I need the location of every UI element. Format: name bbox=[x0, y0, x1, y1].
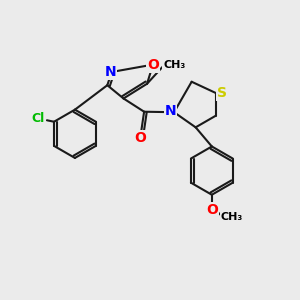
Text: O: O bbox=[206, 203, 218, 217]
Text: N: N bbox=[104, 65, 116, 79]
Text: S: S bbox=[217, 86, 227, 100]
Text: N: N bbox=[165, 104, 176, 118]
Text: O: O bbox=[147, 58, 159, 72]
Text: Cl: Cl bbox=[32, 112, 45, 125]
Text: O: O bbox=[134, 131, 146, 145]
Text: CH₃: CH₃ bbox=[220, 212, 243, 222]
Text: CH₃: CH₃ bbox=[163, 60, 186, 70]
